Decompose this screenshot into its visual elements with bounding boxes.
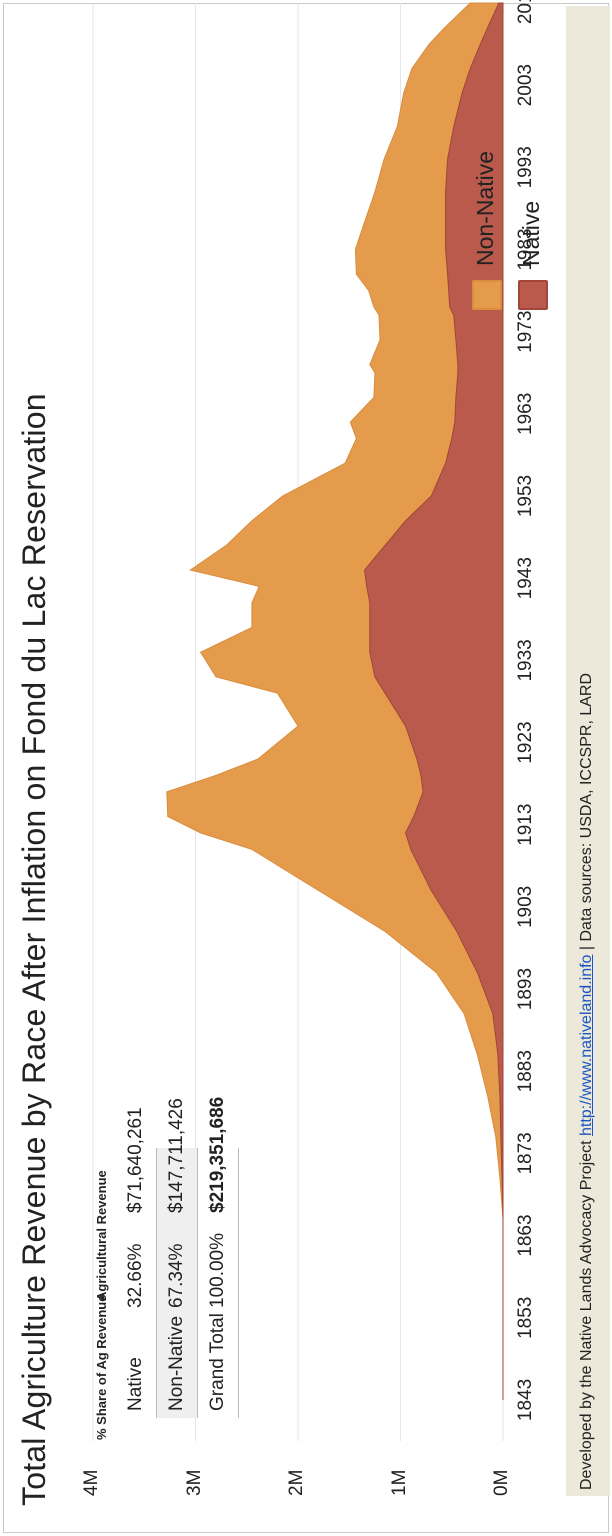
y-tick-label: 1M [388,1469,410,1496]
row-label: Grand Total [207,1313,228,1411]
footer-prefix: Developed by the Native Lands Advocacy P… [578,1140,595,1490]
row-revenue: $147,711,426 [166,1098,187,1213]
legend-item-nonnative: Non-Native [472,151,502,310]
row-share: 32.66% [125,1243,146,1308]
x-tick-label: 1933 [515,639,536,681]
footer: Developed by the Native Lands Advocacy P… [578,673,596,1490]
table-divider [238,1148,239,1418]
x-tick-label: 2003 [515,64,536,106]
table-header-share: % Share of Ag Revenue [94,1294,109,1440]
row-share: 100.00% [207,1232,228,1308]
legend-label: Non-Native [472,150,499,266]
x-tick-label: 1993 [515,146,536,188]
row-label: Non-Native [166,1315,187,1411]
row-label: Native [125,1357,146,1411]
legend-label: Native [518,200,545,266]
footer-link[interactable]: http://www.nativeland.info [578,954,595,1136]
x-tick-label: 1903 [515,886,536,928]
table-row: Native 32.66% $71,640,261 [116,1107,156,1418]
x-tick-label: 2013 [515,0,536,24]
footer-suffix: | Data sources: USDA, ICCSPR, LARD [578,672,595,951]
table-row: Non-Native 67.34% $147,711,426 [157,1098,197,1418]
x-tick-label: 1923 [515,721,536,763]
x-tick-label: 1893 [515,968,536,1010]
x-tick-label: 1883 [515,1050,536,1092]
x-tick-label: 1953 [515,475,536,517]
y-tick-label: 3M [183,1469,205,1496]
series-area-native [364,2,504,1400]
legend-item-native: Native [518,201,548,310]
row-revenue: $219,351,686 [207,1096,228,1213]
row-share: 67.34% [166,1243,187,1308]
y-tick-label: 0M [491,1469,512,1496]
x-tick-label: 1963 [515,393,536,435]
table-row: Grand Total 100.00% $219,351,686 [198,1097,238,1418]
x-tick-label: 1943 [515,557,536,599]
table-header-revenue: Agricultural Revenue [94,1170,109,1301]
x-tick-label: 1863 [515,1214,536,1256]
y-tick-label: 4M [81,1469,102,1496]
x-tick-label: 1853 [515,1297,536,1339]
legend-swatch [472,280,502,310]
legend-swatch [518,280,548,310]
row-revenue: $71,640,261 [125,1107,146,1213]
x-tick-label: 1983 [515,228,536,270]
y-tick-label: 2M [286,1469,307,1496]
x-tick-label: 1973 [515,311,536,353]
x-tick-label: 1843 [515,1379,536,1421]
x-tick-label: 1873 [515,1132,536,1174]
x-tick-label: 1913 [515,804,536,846]
